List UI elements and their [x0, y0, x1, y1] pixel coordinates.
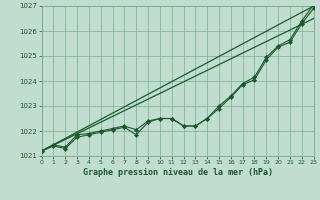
X-axis label: Graphe pression niveau de la mer (hPa): Graphe pression niveau de la mer (hPa) — [83, 168, 273, 177]
